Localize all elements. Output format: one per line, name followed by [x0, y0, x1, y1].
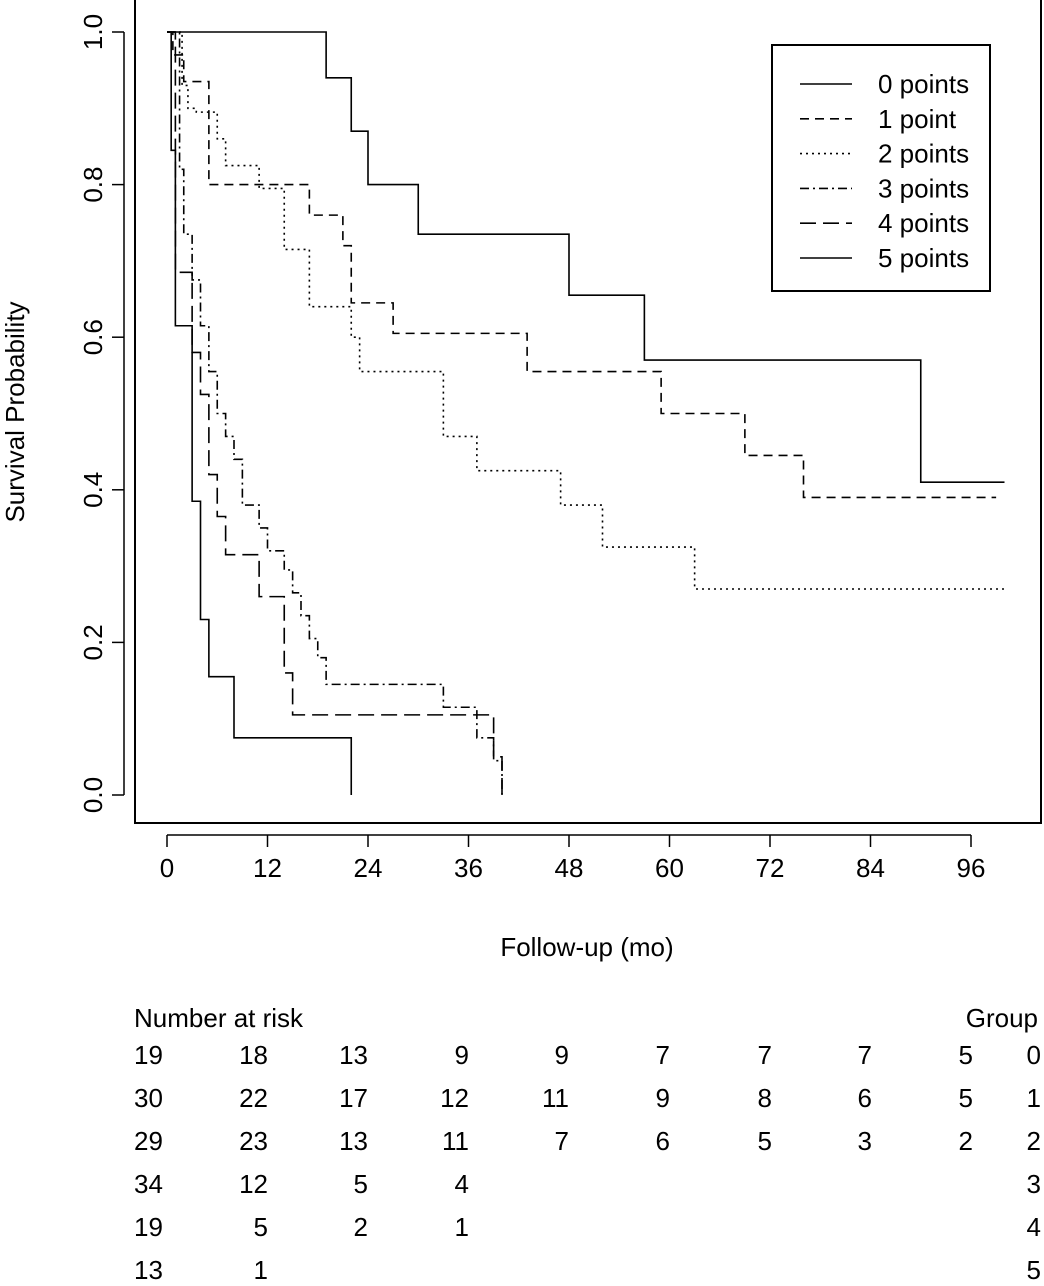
risk-cell: 7 [554, 1126, 569, 1156]
plot-frame [134, 0, 1042, 824]
series-line-0-points [167, 31, 1005, 483]
risk-group-label: 4 [1026, 1212, 1041, 1242]
risk-cell: 2 [353, 1212, 368, 1242]
risk-cell: 6 [655, 1126, 670, 1156]
y-tick-label: 0.2 [78, 624, 108, 660]
risk-group-label: 2 [1026, 1126, 1041, 1156]
risk-cell: 18 [239, 1040, 268, 1070]
risk-cell: 4 [454, 1169, 469, 1199]
risk-cell: 13 [134, 1255, 163, 1285]
risk-cell: 2 [958, 1126, 973, 1156]
risk-cell: 1 [454, 1212, 469, 1242]
risk-cell: 5 [958, 1083, 973, 1113]
risk-cell: 12 [239, 1169, 268, 1199]
risk-cell: 8 [757, 1083, 772, 1113]
x-tick-label: 60 [655, 853, 684, 883]
risk-cell: 34 [134, 1169, 163, 1199]
x-tick-label: 36 [454, 853, 483, 883]
x-tick-label: 48 [555, 853, 584, 883]
risk-cell: 9 [655, 1083, 670, 1113]
y-axis: 0.0 0.2 0.4 0.6 0.8 1.0 [78, 14, 125, 813]
risk-cell: 19 [134, 1040, 163, 1070]
series-line-5-points [167, 31, 353, 795]
risk-cell: 11 [442, 1126, 469, 1156]
legend-label: 4 points [878, 208, 969, 238]
risk-cell: 7 [757, 1040, 772, 1070]
x-tick-label: 12 [253, 853, 282, 883]
survival-chart: 0.0 0.2 0.4 0.6 0.8 1.0 0 12 24 36 48 60 72 84 96 Sur… [0, 0, 1042, 962]
x-axis: 0 12 24 36 48 60 72 84 96 [160, 834, 986, 883]
legend-label: 0 points [878, 69, 969, 99]
y-tick-label: 1.0 [78, 14, 108, 50]
risk-cell: 9 [554, 1040, 569, 1070]
legend-label: 5 points [878, 243, 969, 273]
risk-table-group-header: Group [965, 1003, 1038, 1033]
legend: 0 points 1 point 2 points 3 points 4 points 5… [771, 44, 991, 292]
risk-cell: 5 [958, 1040, 973, 1070]
x-tick-label: 24 [354, 853, 383, 883]
risk-cell: 11 [542, 1083, 569, 1113]
risk-cell: 13 [339, 1126, 368, 1156]
risk-cell: 9 [454, 1040, 469, 1070]
x-tick-label: 72 [756, 853, 785, 883]
risk-cell: 23 [239, 1126, 268, 1156]
legend-box [771, 44, 991, 292]
risk-cell: 12 [440, 1083, 469, 1113]
y-tick-label: 0.0 [78, 777, 108, 813]
risk-cell: 3 [857, 1126, 872, 1156]
risk-group-label: 5 [1026, 1255, 1041, 1285]
series-line-3-points [167, 31, 503, 795]
legend-label: 3 points [878, 173, 969, 203]
series-line-1-point [167, 31, 997, 499]
y-tick-label: 0.4 [78, 472, 108, 508]
risk-cell: 5 [353, 1169, 368, 1199]
risk-group-label: 1 [1026, 1083, 1041, 1113]
risk-cell: 30 [134, 1083, 163, 1113]
risk-table-title: Number at risk [134, 1003, 304, 1033]
x-tick-label: 84 [856, 853, 885, 883]
y-tick-label: 0.8 [78, 167, 108, 203]
y-tick-label: 0.6 [78, 319, 108, 355]
x-tick-label: 0 [160, 853, 174, 883]
risk-cell: 5 [253, 1212, 268, 1242]
risk-group-label: 3 [1026, 1169, 1041, 1199]
risk-cell: 17 [339, 1083, 368, 1113]
x-axis-label: Follow-up (mo) [500, 932, 673, 962]
legend-label: 1 point [878, 104, 957, 134]
risk-cell: 1 [253, 1255, 268, 1285]
risk-cell: 6 [857, 1083, 872, 1113]
risk-cell: 29 [134, 1126, 163, 1156]
y-axis-label: Survival Probability [0, 301, 30, 522]
risk-cell: 7 [655, 1040, 670, 1070]
series-layer [167, 31, 1005, 795]
risk-cell: 7 [857, 1040, 872, 1070]
x-tick-label: 96 [957, 853, 986, 883]
risk-cell: 13 [339, 1040, 368, 1070]
risk-cell: 22 [239, 1083, 268, 1113]
legend-label: 2 points [878, 139, 969, 169]
risk-group-label: 0 [1026, 1040, 1041, 1070]
risk-cell: 19 [134, 1212, 163, 1242]
risk-cell: 5 [757, 1126, 772, 1156]
